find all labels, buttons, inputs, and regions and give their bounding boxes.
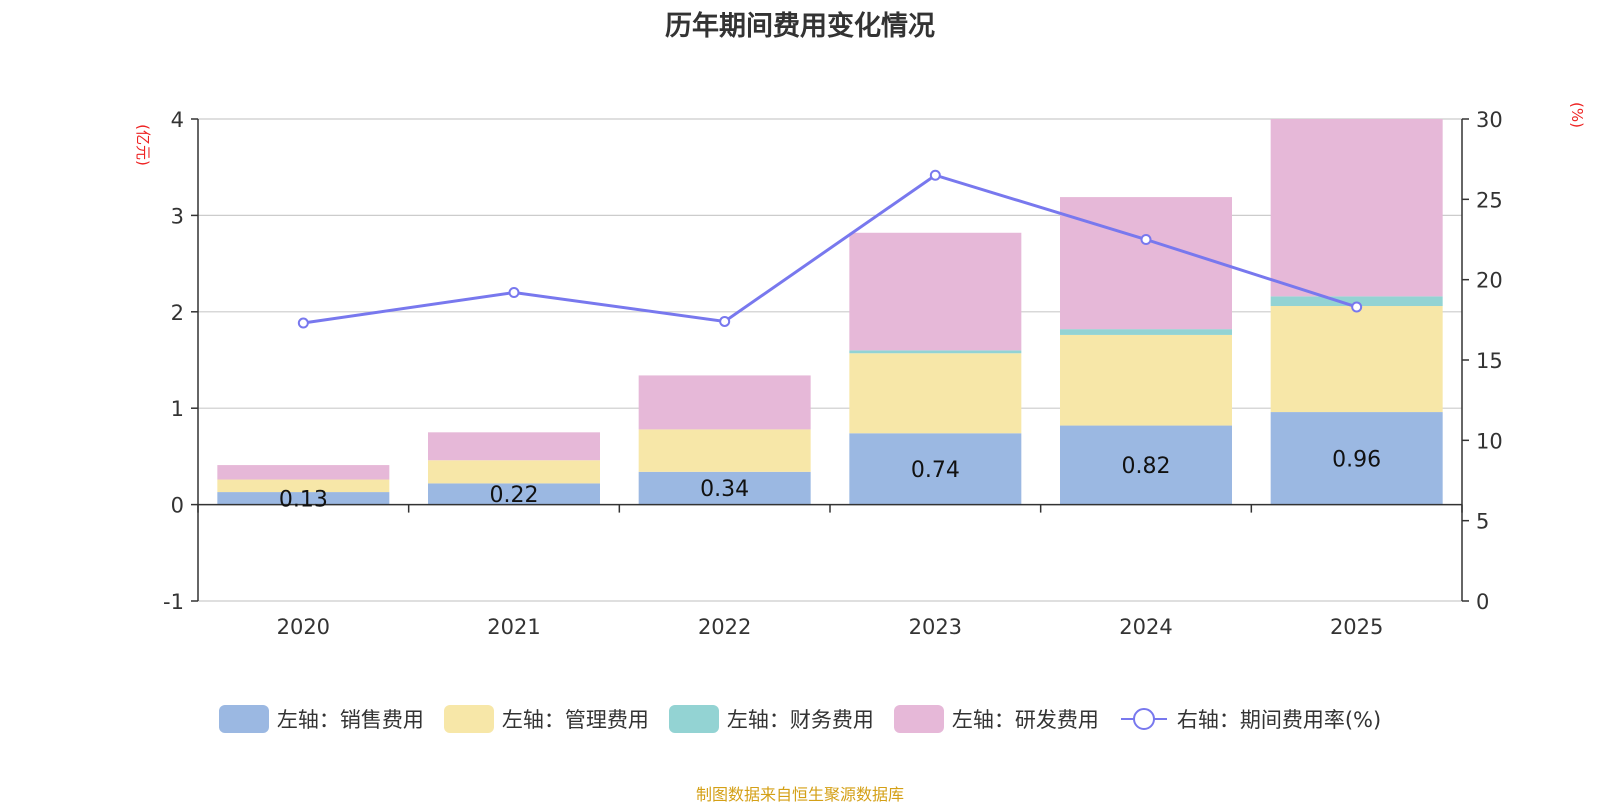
bar-2024-series-3[interactable] <box>1060 197 1232 330</box>
bar-2022-series-3[interactable] <box>638 375 811 430</box>
legend-label-sales: 左轴：销售费用 <box>276 708 424 732</box>
rate-point-2022[interactable] <box>719 315 731 327</box>
bar-2022-series-1[interactable] <box>638 429 811 472</box>
rate-point-2020[interactable] <box>297 317 309 329</box>
rate-line-series[interactable] <box>297 169 1363 329</box>
rate-line[interactable] <box>303 173 1358 325</box>
legend-item-finance[interactable]: 左轴：财务费用 <box>668 704 874 734</box>
bar-2023-series-2[interactable] <box>849 350 1022 354</box>
bar-2021-series-3[interactable] <box>428 432 600 461</box>
right-axis-tick-label: 15 <box>1476 349 1503 373</box>
right-axis-tick-label: 30 <box>1476 108 1503 132</box>
bar-2020-series-3[interactable] <box>217 465 390 480</box>
left-axis-tick-label: 1 <box>171 397 184 421</box>
legend-swatch-admin <box>443 705 494 733</box>
x-axis-label-2023: 2023 <box>909 615 962 639</box>
right-axis-tick-label: 10 <box>1476 429 1503 453</box>
legend-label-finance: 左轴：财务费用 <box>726 708 874 732</box>
right-axis-tick-label: 20 <box>1476 269 1503 293</box>
legend-label-rate: 右轴：期间费用率(%) <box>1176 708 1382 732</box>
bar-2025-series-1[interactable] <box>1270 306 1443 413</box>
bar-2023-series-3[interactable] <box>849 232 1022 351</box>
data-label-2020: 0.13 <box>279 487 328 512</box>
data-label-2024: 0.82 <box>1122 454 1171 479</box>
data-label-2025: 0.96 <box>1332 447 1381 472</box>
data-label-2021: 0.22 <box>490 483 539 508</box>
bar-2025-series-3[interactable] <box>1270 119 1443 297</box>
left-axis-tick-label: 0 <box>171 494 184 518</box>
bar-2025-series-2[interactable] <box>1270 296 1443 307</box>
left-axis-tick-label: -1 <box>163 590 184 614</box>
x-axis-label-2021: 2021 <box>487 615 540 639</box>
legend-swatch-finance <box>668 705 719 733</box>
bar-2024-series-0[interactable] <box>1060 425 1232 505</box>
rate-point-2021[interactable] <box>508 287 520 299</box>
source-note: 制图数据来自恒生聚源数据库 <box>695 785 904 804</box>
legend: 左轴：销售费用 左轴：管理费用 左轴：财务费用 左轴：研发费用 右轴：期间费用率… <box>0 704 1600 734</box>
data-label-2023: 0.74 <box>911 458 960 483</box>
left-axis-tick-label: 2 <box>171 301 184 325</box>
left-axis-tick-label: 4 <box>171 108 184 132</box>
line-circle-icon <box>1120 708 1167 730</box>
x-axis-label-2024: 2024 <box>1119 615 1172 639</box>
rate-point-2024[interactable] <box>1140 234 1152 245</box>
bar-2023-series-0[interactable] <box>849 433 1022 505</box>
bar-2024-series-1[interactable] <box>1060 334 1232 426</box>
bar-2022-series-0[interactable] <box>638 471 811 505</box>
right-axis-title: (%) <box>1568 102 1586 128</box>
left-axis-title: (亿元) <box>134 124 152 166</box>
x-axis-label-2022: 2022 <box>698 615 751 639</box>
bar-2023-series-1[interactable] <box>849 353 1022 434</box>
x-axis-label-2020: 2020 <box>277 615 330 639</box>
x-axis-label-2025: 2025 <box>1330 615 1383 639</box>
legend-swatch-rnd <box>893 705 944 733</box>
bar-series[interactable] <box>217 119 1443 505</box>
bar-2025-series-0[interactable] <box>1270 412 1443 505</box>
left-axis-tick-label: 3 <box>171 204 184 228</box>
chart-title: 历年期间费用变化情况 <box>665 11 935 42</box>
bar-2020-series-0[interactable] <box>217 492 390 505</box>
right-axis-tick-label: 5 <box>1476 510 1489 534</box>
bar-2021-series-1[interactable] <box>428 460 600 484</box>
bar-2024-series-2[interactable] <box>1060 329 1232 335</box>
legend-item-rnd[interactable]: 左轴：研发费用 <box>893 704 1099 734</box>
data-labels: 0.13 0.22 0.34 0.74 0.82 0.96 <box>279 447 1381 512</box>
legend-item-rate[interactable]: 右轴：期间费用率(%) <box>1119 704 1381 734</box>
legend-swatch-sales <box>218 705 269 733</box>
rate-point-2023[interactable] <box>929 169 941 181</box>
bar-2021-series-0[interactable] <box>428 483 600 505</box>
legend-label-admin: 左轴：管理费用 <box>501 708 649 732</box>
data-label-2022: 0.34 <box>700 477 749 502</box>
legend-item-sales[interactable]: 左轴：销售费用 <box>218 704 424 734</box>
rate-point-2025[interactable] <box>1351 301 1363 313</box>
legend-item-admin[interactable]: 左轴：管理费用 <box>443 704 649 734</box>
legend-label-rnd: 左轴：研发费用 <box>951 708 1099 732</box>
right-axis-tick-label: 0 <box>1476 590 1489 614</box>
right-axis-tick-label: 25 <box>1476 188 1503 212</box>
bar-2020-series-1[interactable] <box>217 479 390 493</box>
